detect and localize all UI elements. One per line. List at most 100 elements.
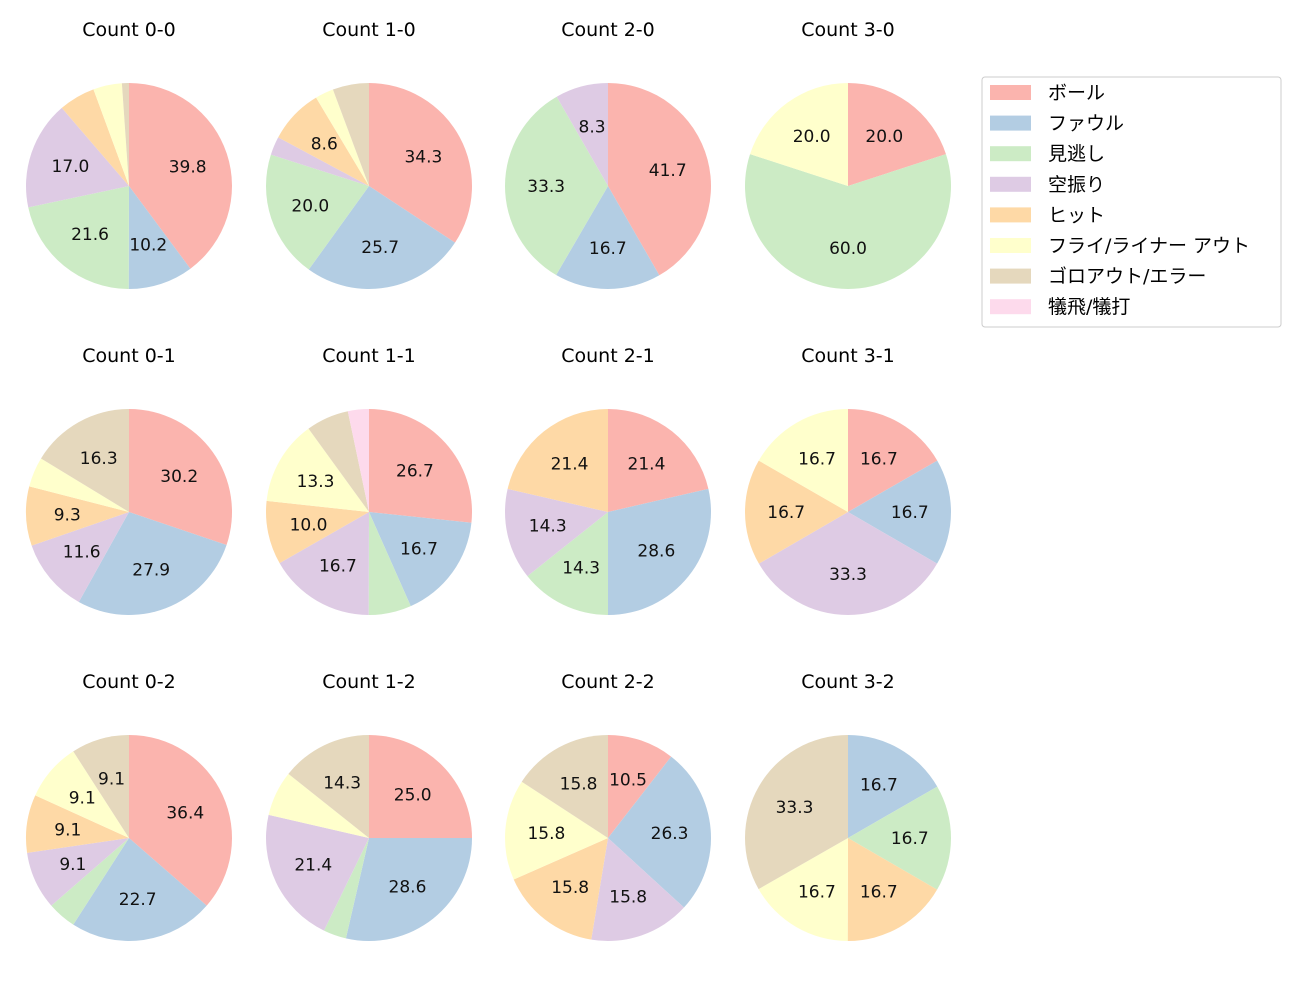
slice-label: 16.7: [319, 556, 357, 576]
legend-label: フライ/ライナー アウト: [1048, 235, 1250, 257]
pie-chart: Count 3-2 16.7 16.7 16.7 16.7 33.3: [745, 671, 951, 941]
pie-slice: [848, 786, 951, 890]
pie-slice: [25, 107, 129, 208]
legend-label: 見逃し: [1048, 143, 1105, 165]
pie-chart: Count 3-0 20.0 60.0 20.0: [744, 19, 951, 290]
pie-chart: Count 2-1 21.4 28.6 14.3 14.3 21.4: [505, 345, 711, 615]
pie-slice: [266, 154, 369, 270]
pie-slice: [505, 488, 608, 577]
pie-title: Count 1-2: [322, 671, 416, 693]
slice-label: 16.7: [767, 503, 805, 523]
pie-slice: [369, 409, 473, 523]
slice-label: 26.7: [396, 462, 434, 482]
pie-slice: [744, 154, 951, 290]
pie-slice: [41, 409, 129, 512]
pie-slice: [608, 735, 672, 838]
slice-label: 16.7: [860, 775, 898, 795]
pie-title: Count 2-2: [561, 671, 655, 693]
slice-label: 20.0: [793, 127, 831, 147]
slice-label: 33.3: [527, 177, 565, 197]
slice-label: 13.3: [297, 472, 335, 492]
slice-label: 16.7: [589, 239, 627, 259]
pie-slice: [505, 96, 608, 275]
pie-title: Count 3-0: [801, 19, 895, 41]
slice-label: 11.6: [63, 543, 101, 563]
pie-chart: Count 0-0 39.8 10.2 21.6 17.0: [25, 19, 233, 289]
slice-label: 28.6: [389, 877, 427, 897]
pie-slice: [758, 409, 848, 512]
pie-chart: Count 3-1 16.7 16.7 33.3 16.7 16.7: [744, 345, 951, 615]
pie-slice: [128, 186, 191, 289]
slice-label: 14.3: [323, 773, 361, 793]
slice-label: 33.3: [829, 565, 867, 585]
slice-label: 22.7: [119, 890, 157, 910]
slice-label: 21.6: [71, 225, 109, 245]
slice-label: 21.4: [551, 455, 589, 475]
pie-slice: [368, 512, 411, 615]
pie-slice: [848, 735, 938, 838]
legend-frame: [981, 76, 1282, 328]
pie-slice: [61, 89, 129, 186]
pie-chart: Count 1-2 25.0 28.6 21.4 14.3: [265, 671, 473, 942]
pie-title: Count 3-2: [801, 671, 895, 693]
pie-title: Count 0-1: [82, 345, 176, 367]
slice-label: 21.4: [294, 856, 332, 876]
slice-label: 9.1: [59, 855, 86, 875]
slice-label: 15.8: [551, 878, 589, 898]
slice-label: 9.3: [54, 506, 81, 526]
pie-slice: [513, 838, 608, 940]
pie-slice: [369, 512, 472, 607]
pie-slice: [268, 773, 369, 838]
slice-label: 9.1: [54, 820, 81, 840]
legend-swatch: [990, 115, 1031, 131]
pie-chart: Count 2-0 41.7 16.7 33.3 8.3: [505, 19, 712, 289]
pie-slice: [323, 838, 369, 939]
slice-label: 14.3: [529, 517, 567, 537]
legend-swatch: [990, 207, 1031, 223]
pie-slice: [265, 814, 369, 931]
pie-slice: [121, 83, 129, 186]
pie-slice: [26, 795, 130, 853]
pie-slice: [332, 83, 369, 186]
pie-title: Count 1-0: [322, 19, 416, 41]
pie-slice: [848, 460, 951, 564]
slice-label: 41.7: [649, 161, 687, 181]
legend-label: ボール: [1048, 82, 1105, 104]
pie-chart: Count 0-1 30.2 27.9 11.6 9.3 16.3: [26, 345, 232, 615]
pie-title: Count 0-2: [82, 671, 176, 693]
slice-label: 36.4: [166, 803, 204, 823]
slice-label: 20.0: [291, 196, 329, 216]
pie-chart: Count 2-2 10.5 26.3 15.8 15.8 15.8 15.8: [505, 671, 712, 942]
pie-slice: [279, 512, 369, 615]
slice-label: 25.7: [361, 238, 399, 258]
pie-slice: [369, 83, 472, 243]
slice-label: 16.7: [860, 449, 898, 469]
pie-slice: [266, 428, 369, 512]
pie-slice: [750, 83, 848, 186]
pie-slice: [73, 735, 129, 838]
pie-slice: [347, 409, 369, 512]
slice-label: 20.0: [865, 127, 903, 147]
slice-label: 8.6: [311, 134, 338, 154]
slice-label: 16.7: [798, 882, 836, 902]
slice-label: 33.3: [776, 798, 814, 818]
slice-label: 8.3: [579, 117, 606, 137]
legend-swatch: [990, 238, 1031, 253]
pie-slice: [266, 500, 369, 564]
pie-slice: [129, 409, 232, 546]
pie-title: Count 1-1: [322, 345, 416, 367]
pie-chart: Count 0-236.422.79.19.19.19.1: [26, 671, 232, 941]
pie-title: Count 0-0: [82, 19, 176, 41]
slice-label: 25.0: [394, 785, 432, 805]
pie-slice: [78, 512, 227, 615]
pie-slice: [507, 409, 608, 512]
pie-slice: [73, 838, 207, 941]
legend-label: 空振り: [1048, 174, 1105, 196]
pie-title: Count 2-1: [561, 345, 655, 367]
slice-label: 14.3: [562, 559, 600, 579]
slice-label: 27.9: [132, 561, 170, 581]
slice-label: 10.5: [609, 771, 647, 791]
pie-slice: [608, 488, 711, 615]
pie-slice: [51, 838, 130, 925]
